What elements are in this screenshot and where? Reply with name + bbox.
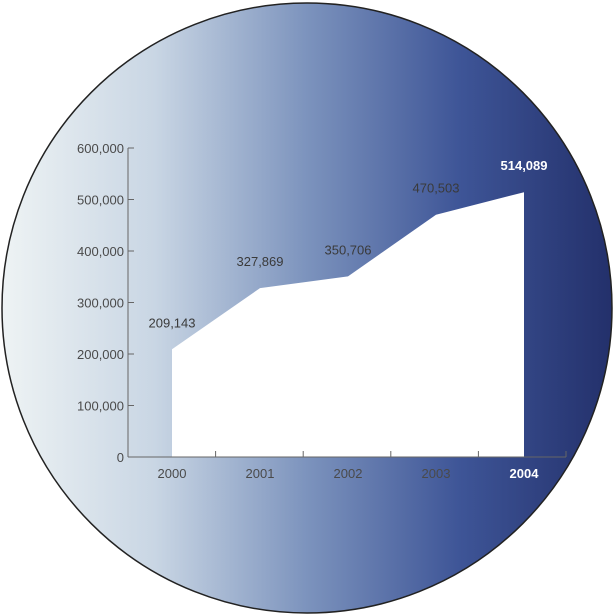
- data-labels: 209,143 327,869 350,706 470,503 514,089: [149, 158, 548, 330]
- data-label: 327,869: [237, 254, 284, 269]
- data-label: 350,706: [325, 242, 372, 257]
- x-tick-label: 2003: [422, 466, 451, 481]
- y-axis: 0 100,000 200,000 300,000 400,000 500,000 600,…: [77, 141, 134, 465]
- x-tick-label: 2004: [510, 466, 540, 481]
- area-series: [172, 192, 524, 457]
- y-tick-label: 300,000: [77, 296, 124, 311]
- x-tick-label: 2000: [158, 466, 187, 481]
- y-tick-label: 0: [117, 450, 124, 465]
- data-label: 514,089: [501, 158, 548, 173]
- x-axis: 2000 2001 2002 2003 2004: [158, 451, 567, 481]
- data-label: 209,143: [149, 315, 196, 330]
- data-label: 470,503: [413, 181, 460, 196]
- x-tick-label: 2001: [246, 466, 275, 481]
- y-tick-label: 400,000: [77, 244, 124, 259]
- x-tick-label: 2002: [334, 466, 363, 481]
- y-tick-label: 200,000: [77, 347, 124, 362]
- y-tick-label: 600,000: [77, 141, 124, 156]
- y-tick-label: 100,000: [77, 399, 124, 414]
- y-tick-label: 500,000: [77, 193, 124, 208]
